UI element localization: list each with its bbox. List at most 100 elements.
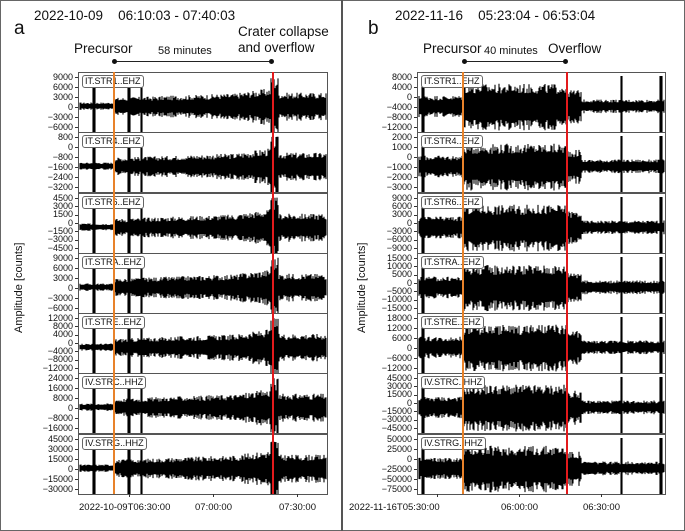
y-tick-mark [414,87,417,88]
y-tick-label: −2400 [47,171,73,182]
y-tick-label: 9000 [52,71,73,82]
y-tick-label: 30000 [47,443,73,454]
y-tick-label: 18000 [386,312,412,323]
y-tick-mark [75,97,78,98]
y-tick-mark [414,459,417,460]
y-tick-label: 0 [406,151,412,162]
station-label: IT.STR6..EHZ [421,196,483,209]
y-tick-label: 30000 [386,380,412,391]
y-tick-mark [75,479,78,480]
y-tick-mark [414,137,417,138]
y-tick-mark [75,117,78,118]
y-tick-mark [414,177,417,178]
y-tick-mark [75,137,78,138]
y-tick-label: 0 [67,337,73,348]
y-tick-label: 9000 [391,192,412,203]
y-tick-mark [414,386,417,388]
station-label: IT.STR4..EHZ [82,135,144,148]
y-tick-label: 6000 [391,332,412,343]
x-tick-label: 07:00:00 [195,502,232,513]
precursor-label: Precursor [74,41,133,56]
y-tick-label: −6000 [47,302,73,313]
y-tick-mark [75,107,78,108]
y-tick-label: 45000 [47,433,73,444]
panel-a: a 2022-10-09 06:10:03 - 07:40:03 Precurs… [0,0,341,531]
x-tick-mark [297,494,298,497]
y-tick-label: −4000 [386,101,412,112]
y-tick-label: 0 [67,402,73,413]
time-range-text: 06:10:03 - 07:40:03 [118,8,236,23]
station-label: IT.STRA..EHZ [421,256,484,269]
precursor-line [462,72,464,494]
y-tick-label: 24000 [47,372,73,383]
y-tick-label: 0 [406,453,412,464]
y-tick-mark [75,469,78,470]
y-tick-mark [75,77,78,78]
y-tick-mark [414,223,417,224]
station-label: IT.STR1..EHZ [421,75,483,88]
y-tick-label: −25000 [381,463,412,474]
panel-letter: b [368,18,379,39]
y-tick-label: 3000 [52,272,73,283]
y-tick-mark [75,206,78,208]
y-tick-mark [75,177,78,178]
y-tick-mark [75,231,78,233]
y-tick-label: 0 [406,217,412,228]
x-tick-mark [519,494,520,497]
y-tick-label: 4500 [52,192,73,203]
y-tick-mark [414,299,417,301]
y-tick-label: −2000 [386,171,412,182]
y-tick-mark [414,378,417,379]
y-tick-mark [414,231,417,233]
y-tick-mark [75,157,78,158]
y-tick-mark [75,298,78,299]
y-tick-label: 8000 [52,320,73,331]
y-tick-label: −12000 [42,362,73,373]
y-tick-mark [414,147,417,148]
y-tick-mark [75,343,78,344]
y-tick-mark [75,278,78,279]
y-tick-label: 5000 [391,269,412,280]
y-tick-mark [75,459,78,460]
waveform-trace [418,76,665,132]
y-tick-mark [414,479,417,480]
y-tick-label: 10000 [386,260,412,271]
y-tick-label: −8000 [47,354,73,365]
y-tick-label: −9000 [386,242,412,253]
y-tick-mark [75,167,78,168]
y-tick-label: −15000 [381,302,412,313]
seismogram-subplot: IT.STR4..EHZ [417,132,666,193]
station-label: IT.STR4..EHZ [421,135,483,148]
y-tick-label: 25000 [386,443,412,454]
waveform-trace [418,377,665,433]
panel-b: b 2022-11-16 05:23:04 - 06:53:04 Precurs… [343,0,685,531]
y-tick-mark [414,117,417,118]
y-tick-label: 1000 [391,141,412,152]
y-tick-mark [414,127,417,128]
y-tick-mark [414,167,417,168]
y-tick-mark [75,308,78,309]
y-tick-label: 16000 [47,382,73,393]
y-tick-mark [75,239,78,241]
y-tick-label: 0 [67,463,73,474]
y-tick-mark [75,248,78,249]
y-tick-mark [75,368,78,369]
y-tick-mark [75,449,78,450]
y-tick-label: −50000 [381,473,412,484]
y-tick-mark [414,338,417,339]
y-tick-mark [75,326,78,328]
y-tick-label: −6000 [386,234,412,245]
y-tick-mark [414,469,417,470]
y-tick-mark [414,394,417,396]
y-tick-mark [75,334,78,336]
y-tick-mark [75,198,78,199]
y-tick-mark [75,351,78,353]
y-tick-label: 6000 [52,262,73,273]
y-tick-label: −10000 [381,294,412,305]
y-tick-label: −1000 [386,161,412,172]
y-tick-mark [75,318,78,319]
y-tick-mark [414,258,417,259]
y-tick-label: −1500 [47,225,73,236]
seismogram-subplot: IV.STRG..HHZ [78,434,328,495]
y-tick-mark [414,274,417,276]
